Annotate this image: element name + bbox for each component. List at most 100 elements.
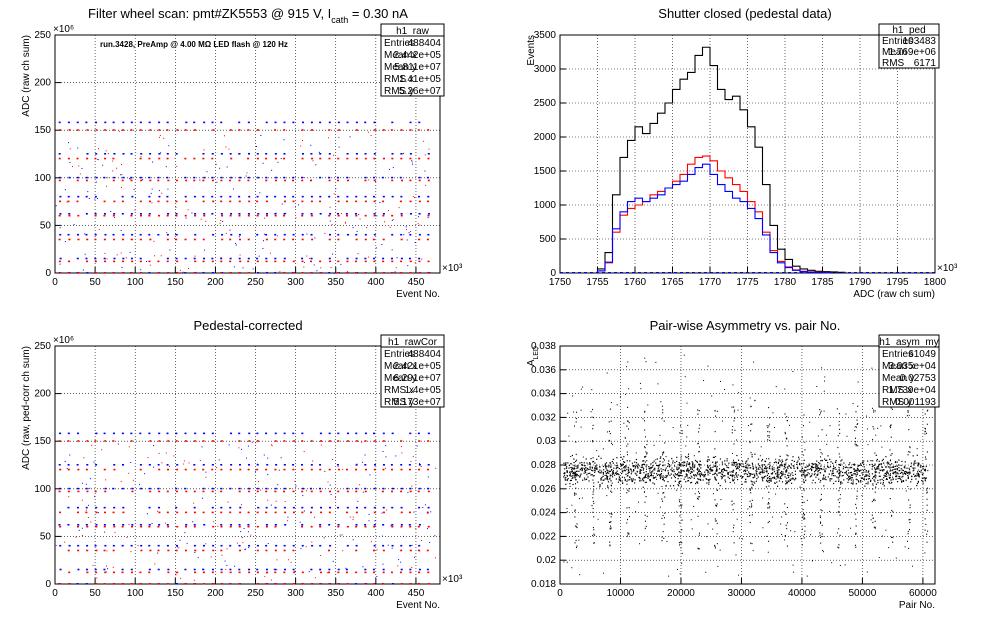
scatter-point: [781, 462, 783, 464]
scatter-point: [364, 490, 367, 493]
scatter-point: [775, 473, 777, 475]
y-tick-label: 3000: [534, 64, 557, 75]
scatter-point: [922, 477, 924, 479]
scatter-point: [381, 512, 383, 514]
scatter-point: [212, 544, 215, 547]
y-tick-label: 2000: [534, 132, 557, 143]
scatter-point: [729, 481, 731, 484]
scatter-point: [810, 475, 813, 477]
scatter-point: [714, 499, 716, 501]
scatter-point: [644, 501, 646, 503]
scatter-point: [820, 460, 822, 462]
scatter-point: [889, 474, 892, 476]
scatter-point: [346, 257, 349, 260]
scatter-point: [602, 465, 605, 468]
scatter-point: [573, 475, 575, 477]
scatter-point: [166, 214, 169, 217]
scatter-point: [644, 514, 646, 516]
scatter-point: [733, 406, 735, 408]
y-tick-label: 0: [45, 579, 51, 590]
scatter-point: [616, 473, 618, 476]
scatter-point: [661, 540, 663, 542]
scatter-point: [301, 233, 304, 236]
scatter-point: [112, 566, 114, 568]
scatter-point: [355, 544, 358, 547]
scatter-point: [191, 212, 193, 214]
scatter-point: [627, 533, 629, 535]
scatter-point: [820, 498, 822, 500]
scatter-point: [390, 468, 393, 471]
scatter-point: [355, 200, 358, 203]
scatter-point: [698, 492, 700, 494]
scatter-point: [211, 179, 214, 182]
scatter-point: [889, 464, 891, 466]
scatter-point: [140, 153, 143, 155]
scatter-point: [889, 470, 891, 472]
scatter-point: [122, 506, 125, 509]
scatter-point: [628, 388, 630, 390]
scatter-point: [796, 463, 798, 465]
scatter-point: [398, 559, 400, 561]
scatter-point: [606, 469, 608, 471]
scatter-point: [870, 460, 872, 462]
scatter-point: [855, 525, 857, 527]
scatter-point: [131, 525, 134, 528]
scatter-point: [202, 487, 205, 490]
scatter-point: [113, 212, 116, 215]
scatter-point: [426, 568, 429, 571]
scatter-point: [682, 465, 684, 467]
scatter-point: [855, 518, 857, 520]
scatter-point: [69, 161, 71, 163]
scatter-point: [139, 121, 142, 124]
scatter-point: [427, 214, 430, 217]
scatter-point: [149, 440, 152, 442]
scatter-point: [866, 571, 868, 573]
scatter-point: [229, 229, 231, 231]
scatter-point: [166, 121, 169, 124]
scatter-point: [874, 527, 876, 529]
scatter-point: [609, 440, 611, 442]
scatter-point: [205, 471, 207, 473]
scatter-point: [600, 477, 602, 479]
scatter-point: [785, 483, 787, 485]
scatter-point: [149, 129, 152, 131]
scatter-point: [274, 121, 277, 124]
scatter-point: [871, 466, 873, 468]
scatter-point: [301, 212, 304, 215]
scatter-point: [220, 176, 223, 179]
scatter-point: [916, 448, 918, 450]
scatter-point: [158, 506, 161, 509]
scatter-point: [592, 479, 594, 481]
scatter-point: [814, 482, 816, 484]
scatter-point: [175, 153, 178, 155]
scatter-point: [626, 492, 628, 494]
scatter-point: [157, 583, 160, 585]
scatter-point: [382, 544, 385, 547]
scatter-point: [789, 479, 792, 482]
scatter-point: [58, 487, 61, 490]
scatter-point: [122, 176, 125, 179]
scatter-point: [819, 516, 821, 519]
scatter-point: [923, 469, 926, 471]
scatter-point: [842, 474, 844, 477]
scatter-point: [705, 571, 707, 573]
scatter-point: [565, 483, 567, 485]
scatter-point: [768, 498, 770, 500]
scatter-point: [769, 466, 771, 468]
scatter-point: [615, 472, 617, 474]
scatter-point: [299, 521, 301, 523]
scatter-point: [176, 511, 179, 514]
scatter-point: [402, 153, 404, 155]
scatter-point: [302, 140, 304, 142]
scatter-point: [829, 480, 831, 482]
scatter-point: [856, 419, 858, 421]
scatter-point: [328, 214, 331, 217]
scatter-point: [665, 467, 667, 469]
scatter-point: [892, 536, 894, 539]
scatter-point: [616, 466, 618, 468]
scatter-point: [691, 528, 693, 530]
scatter-point: [662, 475, 664, 477]
scatter-point: [427, 487, 430, 490]
scatter-point: [418, 506, 421, 509]
